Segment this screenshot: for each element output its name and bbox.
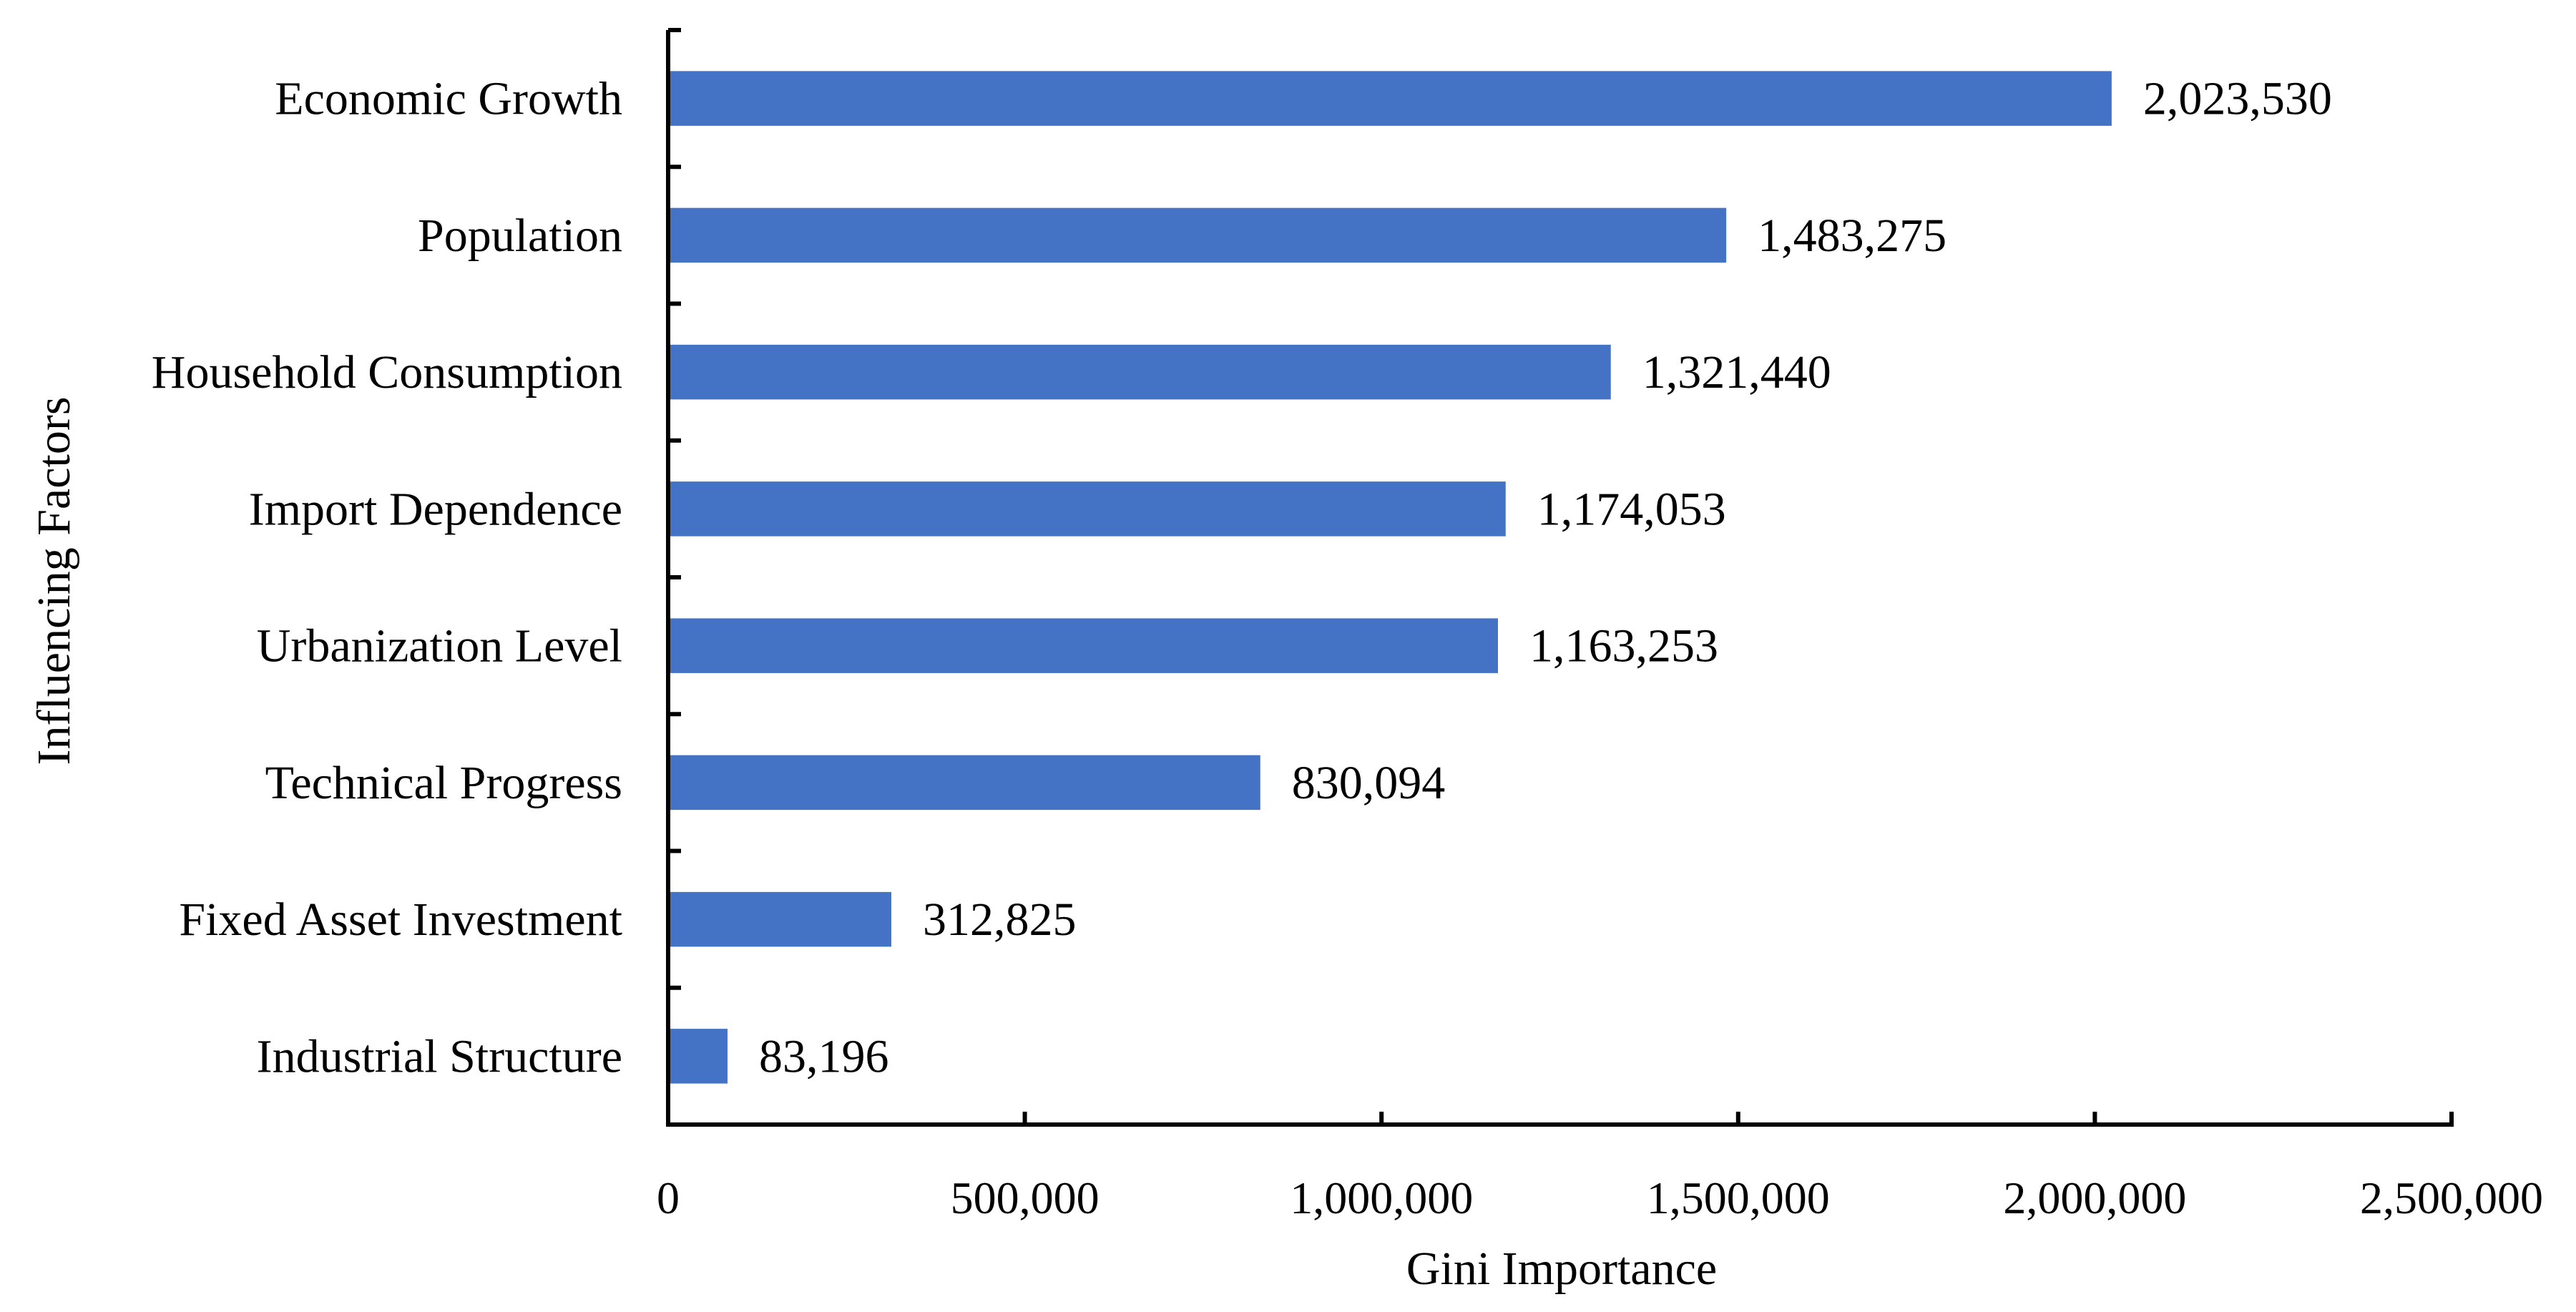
bar-5 — [668, 618, 1498, 673]
x-tick-label-4: 2,000,000 — [2003, 1173, 2186, 1223]
value-label-7: 312,825 — [923, 894, 1077, 946]
bars-layer — [668, 71, 2112, 1084]
value-label-2: 1,483,275 — [1758, 210, 1946, 262]
category-labels-layer: Economic Growth Population Household Consu… — [152, 73, 622, 1083]
value-label-1: 2,023,530 — [2143, 73, 2332, 125]
x-axis-title: Gini Importance — [1406, 1243, 1717, 1295]
bar-6 — [668, 755, 1260, 811]
category-label-3: Household Consumption — [152, 346, 622, 398]
category-label-1: Economic Growth — [275, 73, 622, 125]
x-tick-label-3: 1,500,000 — [1647, 1173, 1830, 1223]
bar-7 — [668, 891, 891, 947]
category-label-2: Population — [418, 210, 622, 262]
category-label-6: Technical Progress — [265, 757, 622, 809]
x-tick-labels-layer: 0 500,000 1,000,000 1,500,000 2,000,000 2,500… — [657, 1173, 2543, 1223]
bar-1 — [668, 71, 2112, 126]
value-labels-layer: 2,023,530 1,483,275 1,321,440 1,174,053 1,16… — [759, 73, 2332, 1083]
bar-3 — [668, 344, 1611, 400]
x-tick-label-2: 1,000,000 — [1290, 1173, 1473, 1223]
bar-4 — [668, 481, 1506, 537]
y-axis-title: Influencing Factors — [28, 396, 80, 765]
category-label-4: Import Dependence — [249, 483, 622, 535]
x-tick-label-1: 500,000 — [951, 1173, 1100, 1223]
value-label-5: 1,163,253 — [1529, 620, 1718, 672]
x-tick-label-5: 2,500,000 — [2360, 1173, 2543, 1223]
category-label-8: Industrial Structure — [257, 1030, 622, 1082]
value-label-3: 1,321,440 — [1642, 346, 1831, 398]
category-label-7: Fixed Asset Investment — [179, 894, 622, 946]
x-ticks-layer — [666, 1112, 2454, 1125]
category-label-5: Urbanization Level — [257, 620, 622, 672]
x-tick-label-0: 0 — [657, 1173, 680, 1223]
bar-8 — [668, 1029, 728, 1084]
value-label-8: 83,196 — [759, 1030, 889, 1082]
axes-layer — [666, 30, 2454, 1127]
value-label-4: 1,174,053 — [1537, 483, 1726, 535]
bar-2 — [668, 207, 1727, 263]
value-label-6: 830,094 — [1292, 757, 1446, 809]
